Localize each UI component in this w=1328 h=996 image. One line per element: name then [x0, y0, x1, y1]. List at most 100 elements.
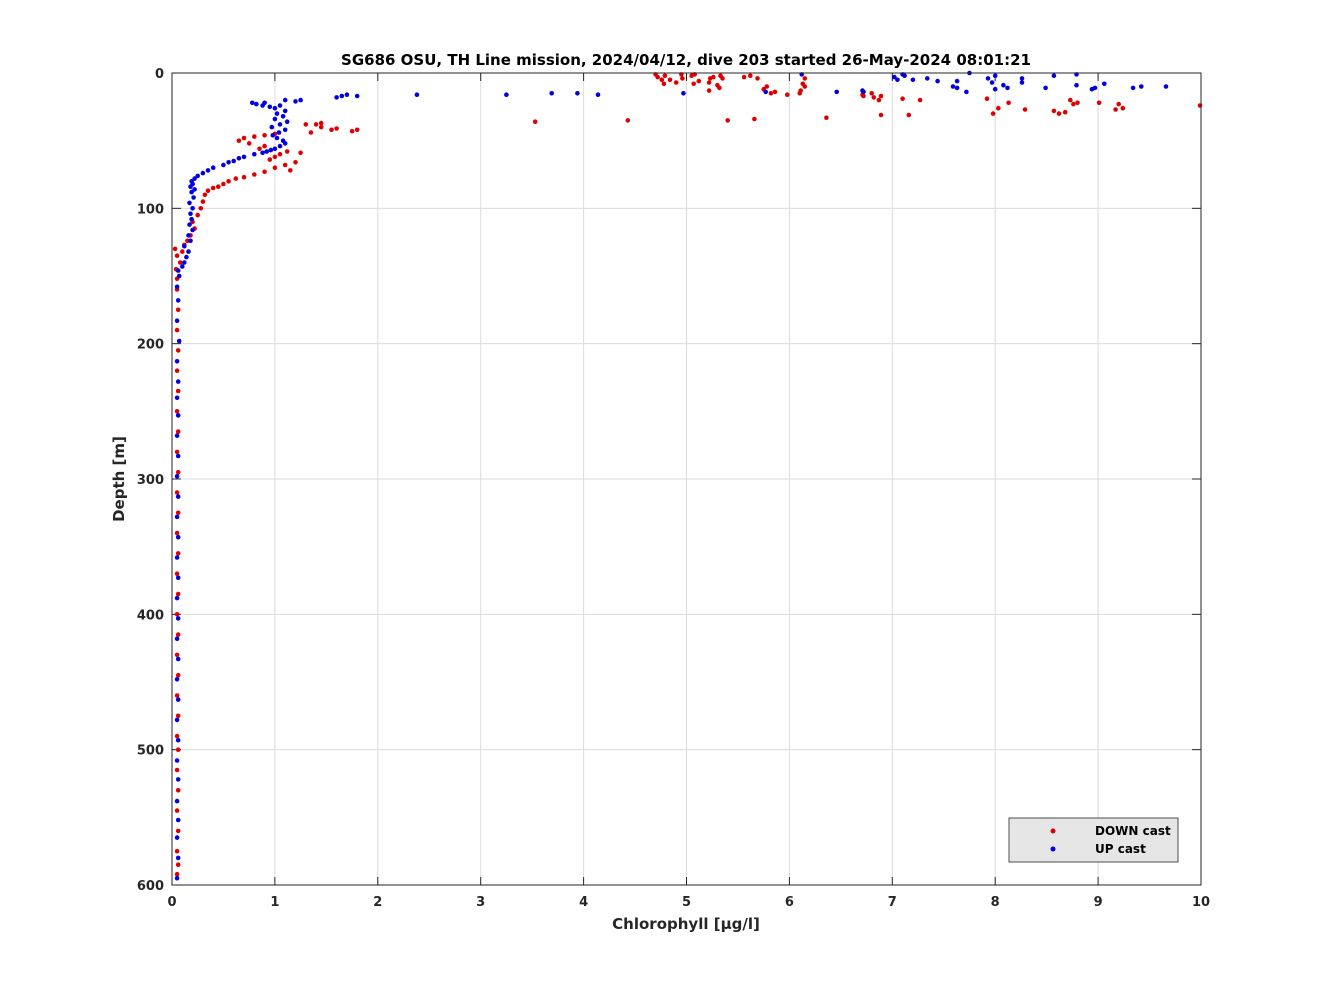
up-cast-point: [925, 76, 930, 81]
up-cast-point: [1005, 85, 1010, 91]
up-cast-point: [174, 677, 180, 682]
down-cast-point: [175, 388, 181, 394]
down-cast-point: [984, 96, 990, 101]
down-cast-point: [720, 76, 725, 81]
down-cast-point: [755, 76, 760, 81]
down-cast-point: [202, 192, 208, 198]
y-tick-label: 200: [137, 338, 164, 353]
up-cast-point: [174, 284, 180, 290]
legend-marker-up: [1050, 846, 1056, 852]
up-cast-point: [272, 116, 278, 122]
down-cast-point: [354, 127, 360, 133]
down-cast-point: [667, 77, 673, 83]
up-cast-point: [334, 95, 339, 100]
down-cast-point: [174, 693, 180, 698]
down-cast-point: [262, 143, 267, 149]
down-cast-point: [177, 260, 183, 265]
down-cast-point: [174, 733, 180, 739]
up-cast-point: [1019, 80, 1025, 85]
up-cast-point: [205, 168, 211, 173]
up-cast-point: [414, 92, 420, 97]
down-cast-point: [174, 871, 180, 877]
down-cast-point: [241, 174, 247, 180]
down-cast-point: [1120, 105, 1126, 111]
up-cast-point: [282, 97, 288, 103]
down-cast-point: [216, 184, 221, 189]
down-cast-point: [748, 73, 753, 78]
down-cast-point: [871, 95, 877, 100]
y-tick-label: 0: [155, 67, 164, 82]
down-cast-point: [172, 246, 178, 252]
up-cast-point: [174, 555, 180, 560]
up-cast-point: [277, 122, 283, 127]
down-cast-point: [267, 157, 273, 162]
up-cast-point: [1019, 76, 1025, 81]
down-cast-point: [1056, 111, 1062, 116]
up-cast-point: [293, 99, 298, 104]
down-cast-point: [318, 120, 324, 126]
x-tick-label: 3: [476, 895, 485, 910]
down-cast-point: [878, 93, 884, 99]
down-cast-point: [174, 490, 180, 495]
legend-label-up: UP cast: [1095, 842, 1146, 856]
up-cast-point: [174, 875, 180, 881]
down-cast-point: [691, 81, 696, 87]
up-cast-point: [252, 151, 257, 157]
down-cast-point: [221, 181, 226, 187]
down-cast-point: [175, 348, 181, 353]
up-cast-point: [277, 103, 283, 108]
down-cast-point: [205, 188, 211, 193]
down-cast-point: [1051, 108, 1057, 114]
up-cast-point: [954, 85, 960, 91]
up-cast-point: [175, 379, 181, 384]
down-cast-point: [174, 612, 180, 617]
up-cast-point: [284, 119, 290, 124]
up-cast-point: [681, 91, 686, 96]
down-cast-point: [174, 327, 180, 333]
up-cast-point: [763, 89, 768, 95]
up-cast-point: [985, 76, 991, 81]
up-cast-point: [175, 534, 181, 540]
up-cast-point: [182, 260, 187, 265]
up-cast-point: [250, 100, 255, 106]
up-cast-point: [226, 160, 231, 165]
down-cast-point: [293, 160, 298, 165]
up-cast-point: [504, 92, 509, 97]
up-cast-point: [241, 154, 247, 160]
down-cast-point: [262, 169, 267, 175]
up-cast-point: [1130, 85, 1136, 91]
y-tick-label: 300: [137, 473, 164, 488]
data-points: [172, 70, 1203, 881]
down-cast-point: [210, 185, 216, 191]
up-cast-point: [174, 835, 180, 840]
up-cast-point: [174, 474, 180, 479]
up-cast-point: [282, 127, 288, 133]
up-cast-point: [264, 149, 270, 154]
down-cast-point: [768, 91, 774, 96]
up-cast-point: [950, 84, 956, 89]
up-cast-point: [191, 195, 196, 200]
up-cast-point: [270, 133, 276, 138]
up-cast-point: [1139, 84, 1144, 89]
x-tick-label: 6: [785, 895, 794, 910]
y-tick-label: 500: [137, 744, 164, 759]
down-cast-point: [798, 88, 803, 93]
x-tick-label: 9: [1094, 895, 1103, 910]
up-cast-point: [595, 92, 601, 97]
down-cast-point: [174, 253, 180, 258]
up-cast-point: [175, 697, 181, 702]
legend-marker-down: [1050, 828, 1056, 834]
up-cast-point: [910, 77, 916, 83]
down-cast-point: [869, 91, 874, 96]
down-cast-point: [1062, 109, 1068, 115]
down-cast-point: [195, 212, 200, 218]
up-cast-series: [174, 70, 1169, 881]
down-cast-point: [175, 591, 181, 597]
up-cast-point: [344, 92, 350, 97]
up-cast-point: [174, 318, 180, 324]
down-cast-point: [200, 199, 206, 204]
down-cast-point: [318, 124, 324, 130]
up-cast-point: [274, 135, 280, 141]
up-cast-point: [1163, 84, 1169, 89]
x-tick-label: 0: [167, 895, 176, 910]
